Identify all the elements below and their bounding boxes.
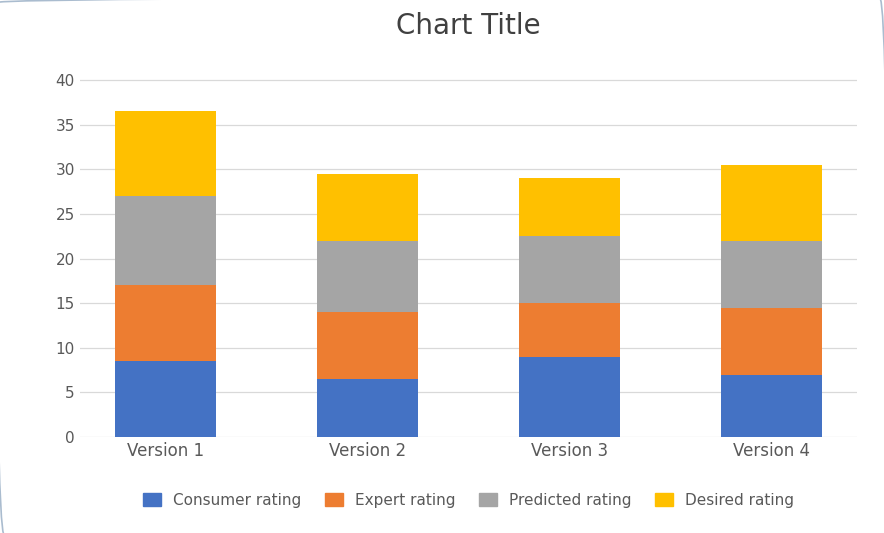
- Bar: [519, 303, 620, 357]
- Legend: Consumer rating, Expert rating, Predicted rating, Desired rating: Consumer rating, Expert rating, Predicte…: [137, 487, 800, 514]
- Bar: [317, 312, 418, 379]
- Bar: [317, 241, 418, 312]
- Bar: [317, 174, 418, 241]
- Bar: [721, 375, 822, 437]
- Bar: [519, 178, 620, 236]
- Bar: [519, 236, 620, 303]
- Title: Chart Title: Chart Title: [396, 12, 541, 40]
- Bar: [115, 361, 216, 437]
- Bar: [115, 196, 216, 285]
- Bar: [721, 241, 822, 308]
- Bar: [721, 308, 822, 375]
- Bar: [317, 379, 418, 437]
- Bar: [115, 111, 216, 196]
- Bar: [115, 285, 216, 361]
- Bar: [721, 165, 822, 241]
- Bar: [519, 357, 620, 437]
